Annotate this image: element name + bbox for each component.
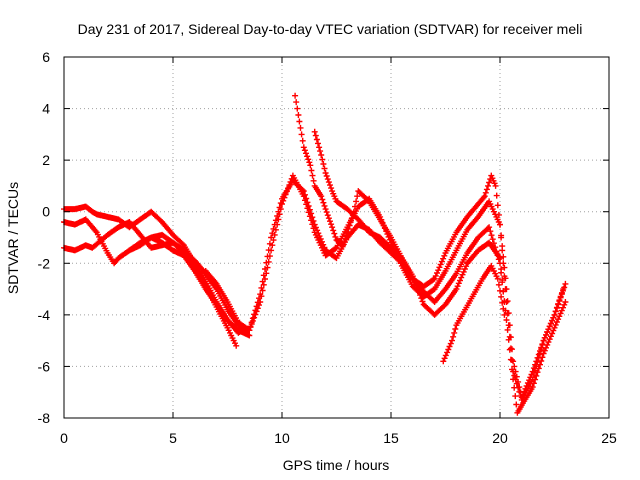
x-tick-label: 0	[60, 430, 68, 446]
y-tick-label: 0	[42, 204, 50, 220]
point-markers	[311, 128, 508, 318]
x-tick-label: 25	[601, 430, 617, 446]
x-tick-label: 5	[169, 430, 177, 446]
y-tick-label: -2	[38, 255, 51, 271]
axis-ticks	[63, 56, 610, 419]
grid-lines	[64, 57, 609, 418]
point-markers	[202, 172, 567, 403]
series-track-e	[202, 172, 567, 403]
series-track-g	[311, 128, 508, 318]
y-axis-label: SDTVAR / TECUs	[5, 182, 21, 294]
y-tick-label: -6	[38, 358, 51, 374]
y-tick-label: 4	[42, 101, 50, 117]
x-tick-labels: 0 5 10 15 20 25	[60, 430, 617, 446]
plot-frame	[63, 56, 610, 419]
x-axis-label: GPS time / hours	[283, 457, 390, 473]
y-tick-label: 2	[42, 152, 50, 168]
x-tick-label: 10	[274, 430, 290, 446]
point-markers	[440, 262, 508, 365]
x-tick-label: 20	[492, 430, 508, 446]
y-tick-label: 6	[42, 49, 50, 65]
series-track-h	[440, 262, 508, 365]
y-tick-label: -4	[38, 307, 51, 323]
chart-title: Day 231 of 2017, Sidereal Day-to-day VTE…	[78, 21, 583, 37]
y-tick-labels: -8 -6 -4 -2 0 2 4 6	[38, 49, 51, 426]
x-tick-label: 15	[383, 430, 399, 446]
data-points	[61, 92, 569, 416]
y-tick-label: -8	[38, 410, 51, 426]
